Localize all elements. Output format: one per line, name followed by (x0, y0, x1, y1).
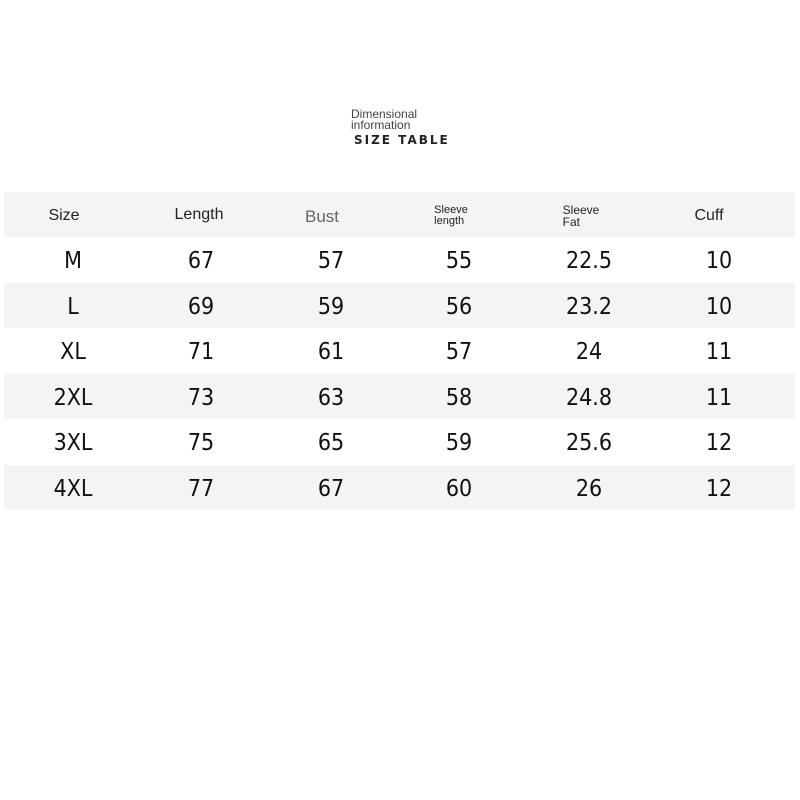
cell-size: L (67, 293, 79, 320)
cell-length: 67 (187, 248, 215, 274)
cell-cuff: 10 (705, 293, 733, 320)
cell-sleeve-length: 58 (445, 384, 473, 411)
cell-length: 75 (187, 430, 215, 457)
table-row (4, 373, 795, 419)
table-row (4, 282, 795, 328)
header-length: Length (174, 206, 224, 223)
header-row (4, 192, 795, 237)
cell-bust: 65 (317, 430, 345, 457)
title-line2: information (351, 118, 411, 132)
header-sleeve-length-line2: length (434, 215, 465, 227)
header-sleeve-fat: Sleeve Fat (563, 204, 600, 228)
cell-cuff: 10 (705, 248, 733, 274)
cell-sleeve-fat: 22.5 (565, 248, 613, 274)
title-line1: Dimensional (351, 107, 418, 121)
table-row (4, 419, 795, 464)
cell-sleeve-length: 57 (445, 339, 473, 366)
cell-size: XL (60, 339, 86, 366)
cell-size: 4XL (53, 476, 93, 502)
header-cuff: Cuff (694, 207, 724, 224)
header-bust: Bust (304, 207, 340, 226)
cell-length: 73 (187, 384, 215, 411)
cell-length: 77 (187, 476, 215, 502)
cell-size: 2XL (53, 384, 93, 411)
cell-bust: 57 (317, 248, 345, 274)
cell-bust: 59 (317, 293, 345, 320)
header-sleeve-length-line1: Sleeve (434, 204, 468, 216)
cell-sleeve-fat: 26 (575, 476, 603, 502)
cell-bust: 61 (317, 339, 345, 366)
cell-length: 69 (187, 293, 215, 320)
cell-sleeve-length: 59 (445, 430, 473, 457)
cell-sleeve-fat: 23.2 (565, 293, 613, 320)
cell-sleeve-length: 55 (445, 248, 473, 274)
cell-sleeve-length: 56 (445, 293, 473, 320)
cell-length: 71 (187, 339, 215, 366)
cell-bust: 63 (317, 384, 345, 411)
cell-sleeve-fat: 24 (575, 339, 603, 366)
cell-cuff: 11 (705, 339, 733, 366)
header-sleeve-length: Sleeve length (434, 205, 468, 227)
cell-size: M (64, 248, 82, 274)
cell-cuff: 11 (705, 384, 733, 411)
cell-size: 3XL (53, 430, 93, 457)
cell-cuff: 12 (705, 430, 733, 457)
header-sleeve-fat-line1: Sleeve (562, 203, 600, 217)
table-row (4, 465, 795, 510)
title-main: SIZE TABLE (354, 133, 450, 147)
cell-bust: 67 (317, 476, 345, 502)
table-row (4, 328, 795, 373)
header-size: Size (48, 207, 80, 224)
cell-sleeve-length: 60 (445, 476, 473, 502)
title-subtitle: Dimensional information (351, 107, 471, 132)
header-sleeve-fat-line2: Fat (562, 215, 580, 229)
cell-sleeve-fat: 24.8 (565, 384, 613, 411)
table-row (4, 237, 795, 282)
cell-sleeve-fat: 25.6 (565, 430, 613, 457)
cell-cuff: 12 (705, 476, 733, 502)
